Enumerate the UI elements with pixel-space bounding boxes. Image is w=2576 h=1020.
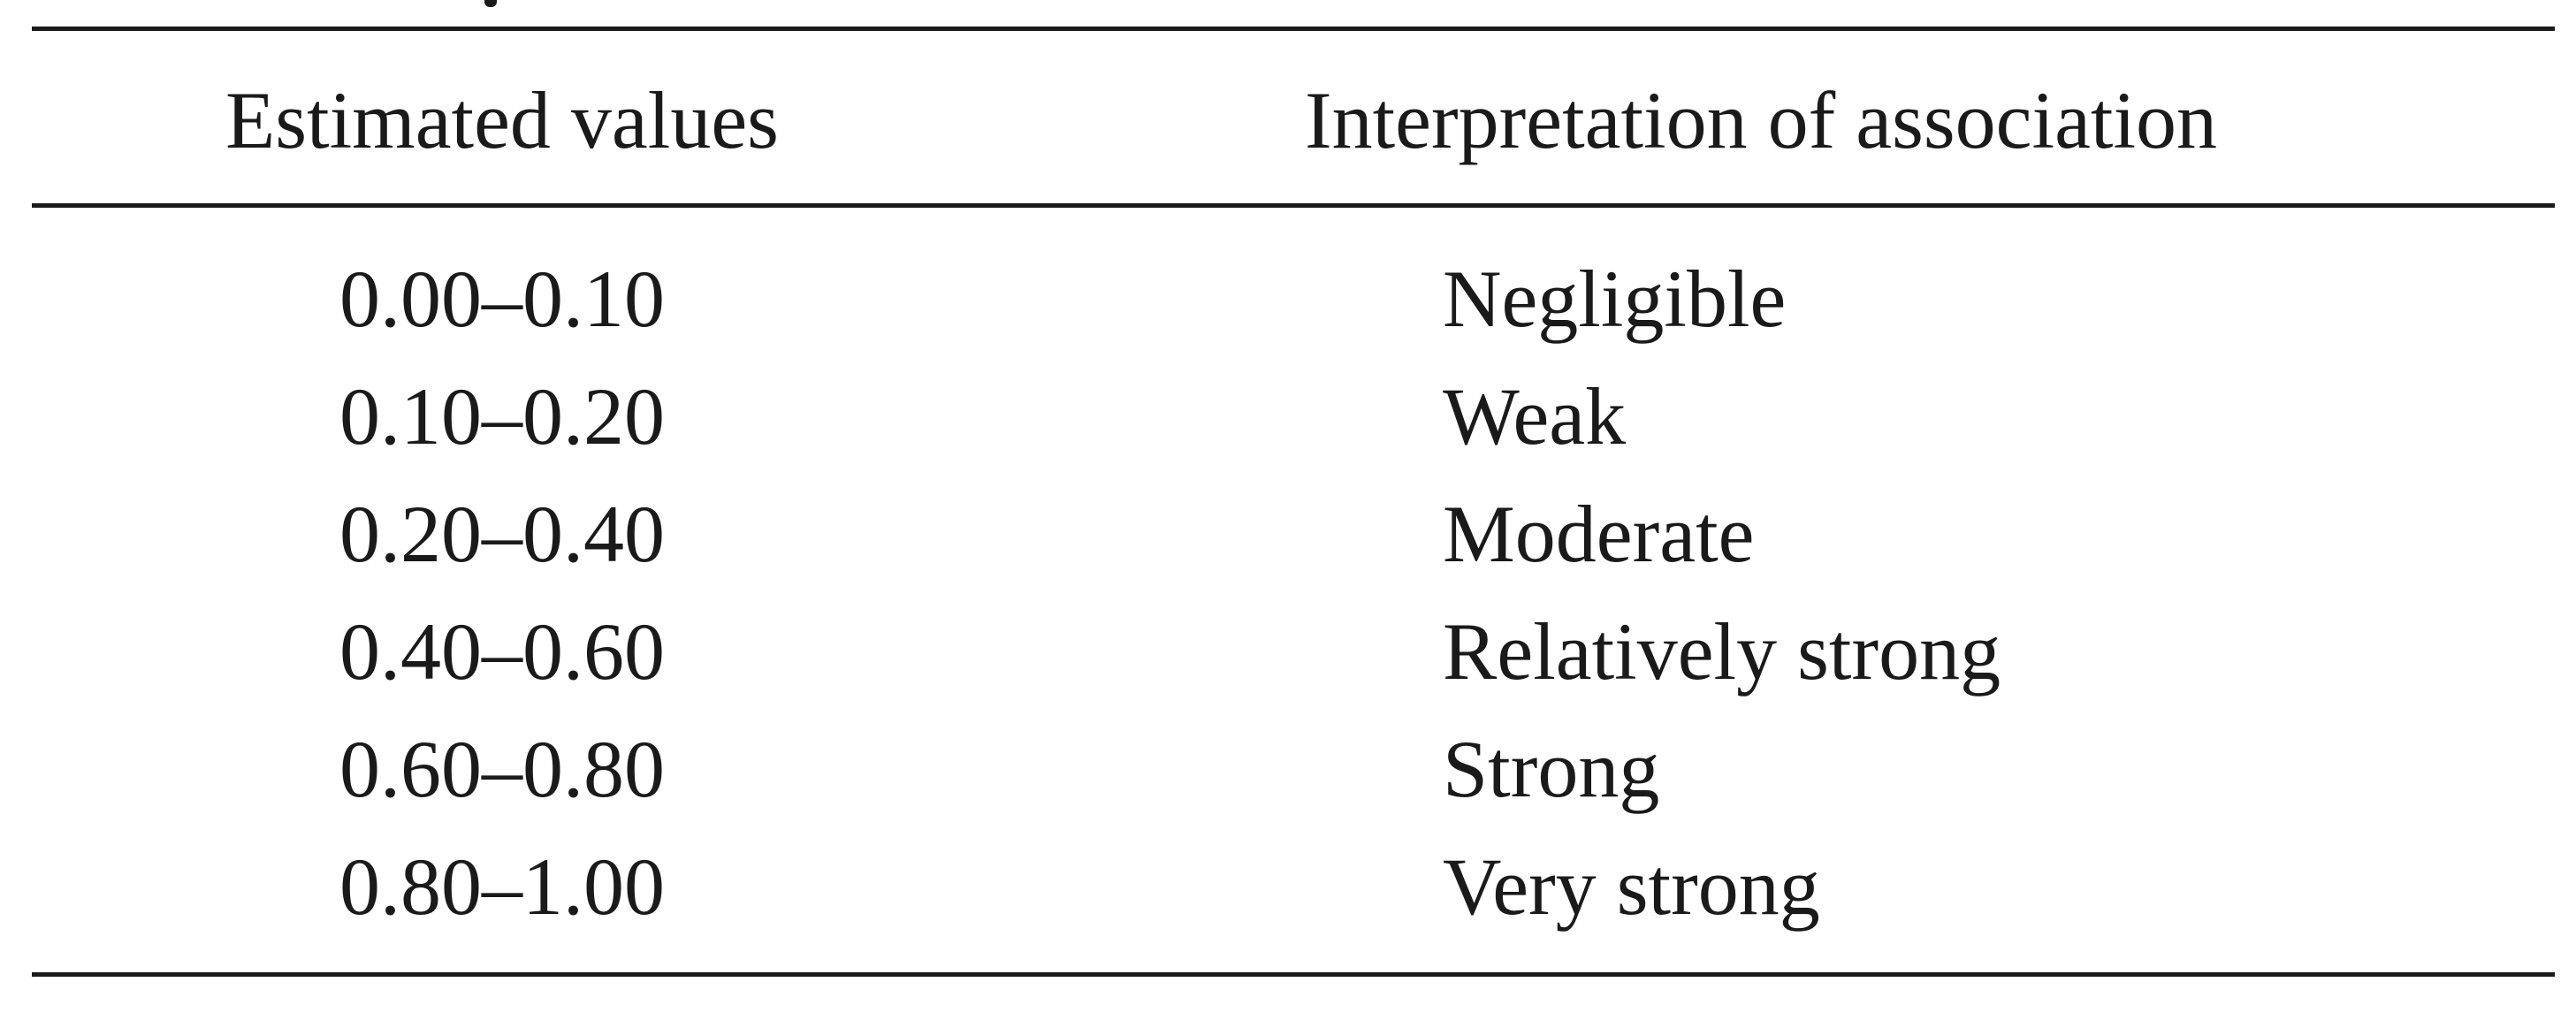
header-interpretation: Interpretation of association: [1304, 75, 2218, 165]
row-0-interpretation: Negligible: [1443, 254, 1787, 344]
row-3-range: 0.40–0.60: [339, 606, 665, 696]
row-1-interpretation: Weak: [1443, 371, 1627, 461]
table-top-rule: [32, 27, 2555, 31]
partial-title-glyph: [484, 0, 497, 7]
row-5-range: 0.80–1.00: [339, 841, 665, 932]
row-2-interpretation: Moderate: [1443, 489, 1755, 579]
table-header-rule: [32, 203, 2555, 208]
row-4-range: 0.60–0.80: [339, 724, 665, 814]
row-0-range: 0.00–0.10: [339, 254, 665, 344]
header-estimated-values: Estimated values: [225, 75, 779, 165]
row-3-interpretation: Relatively strong: [1443, 606, 2001, 696]
table-bottom-rule: [32, 972, 2555, 977]
row-1-range: 0.10–0.20: [339, 371, 665, 461]
row-5-interpretation: Very strong: [1443, 841, 1820, 932]
row-4-interpretation: Strong: [1443, 724, 1660, 814]
row-2-range: 0.20–0.40: [339, 489, 665, 579]
